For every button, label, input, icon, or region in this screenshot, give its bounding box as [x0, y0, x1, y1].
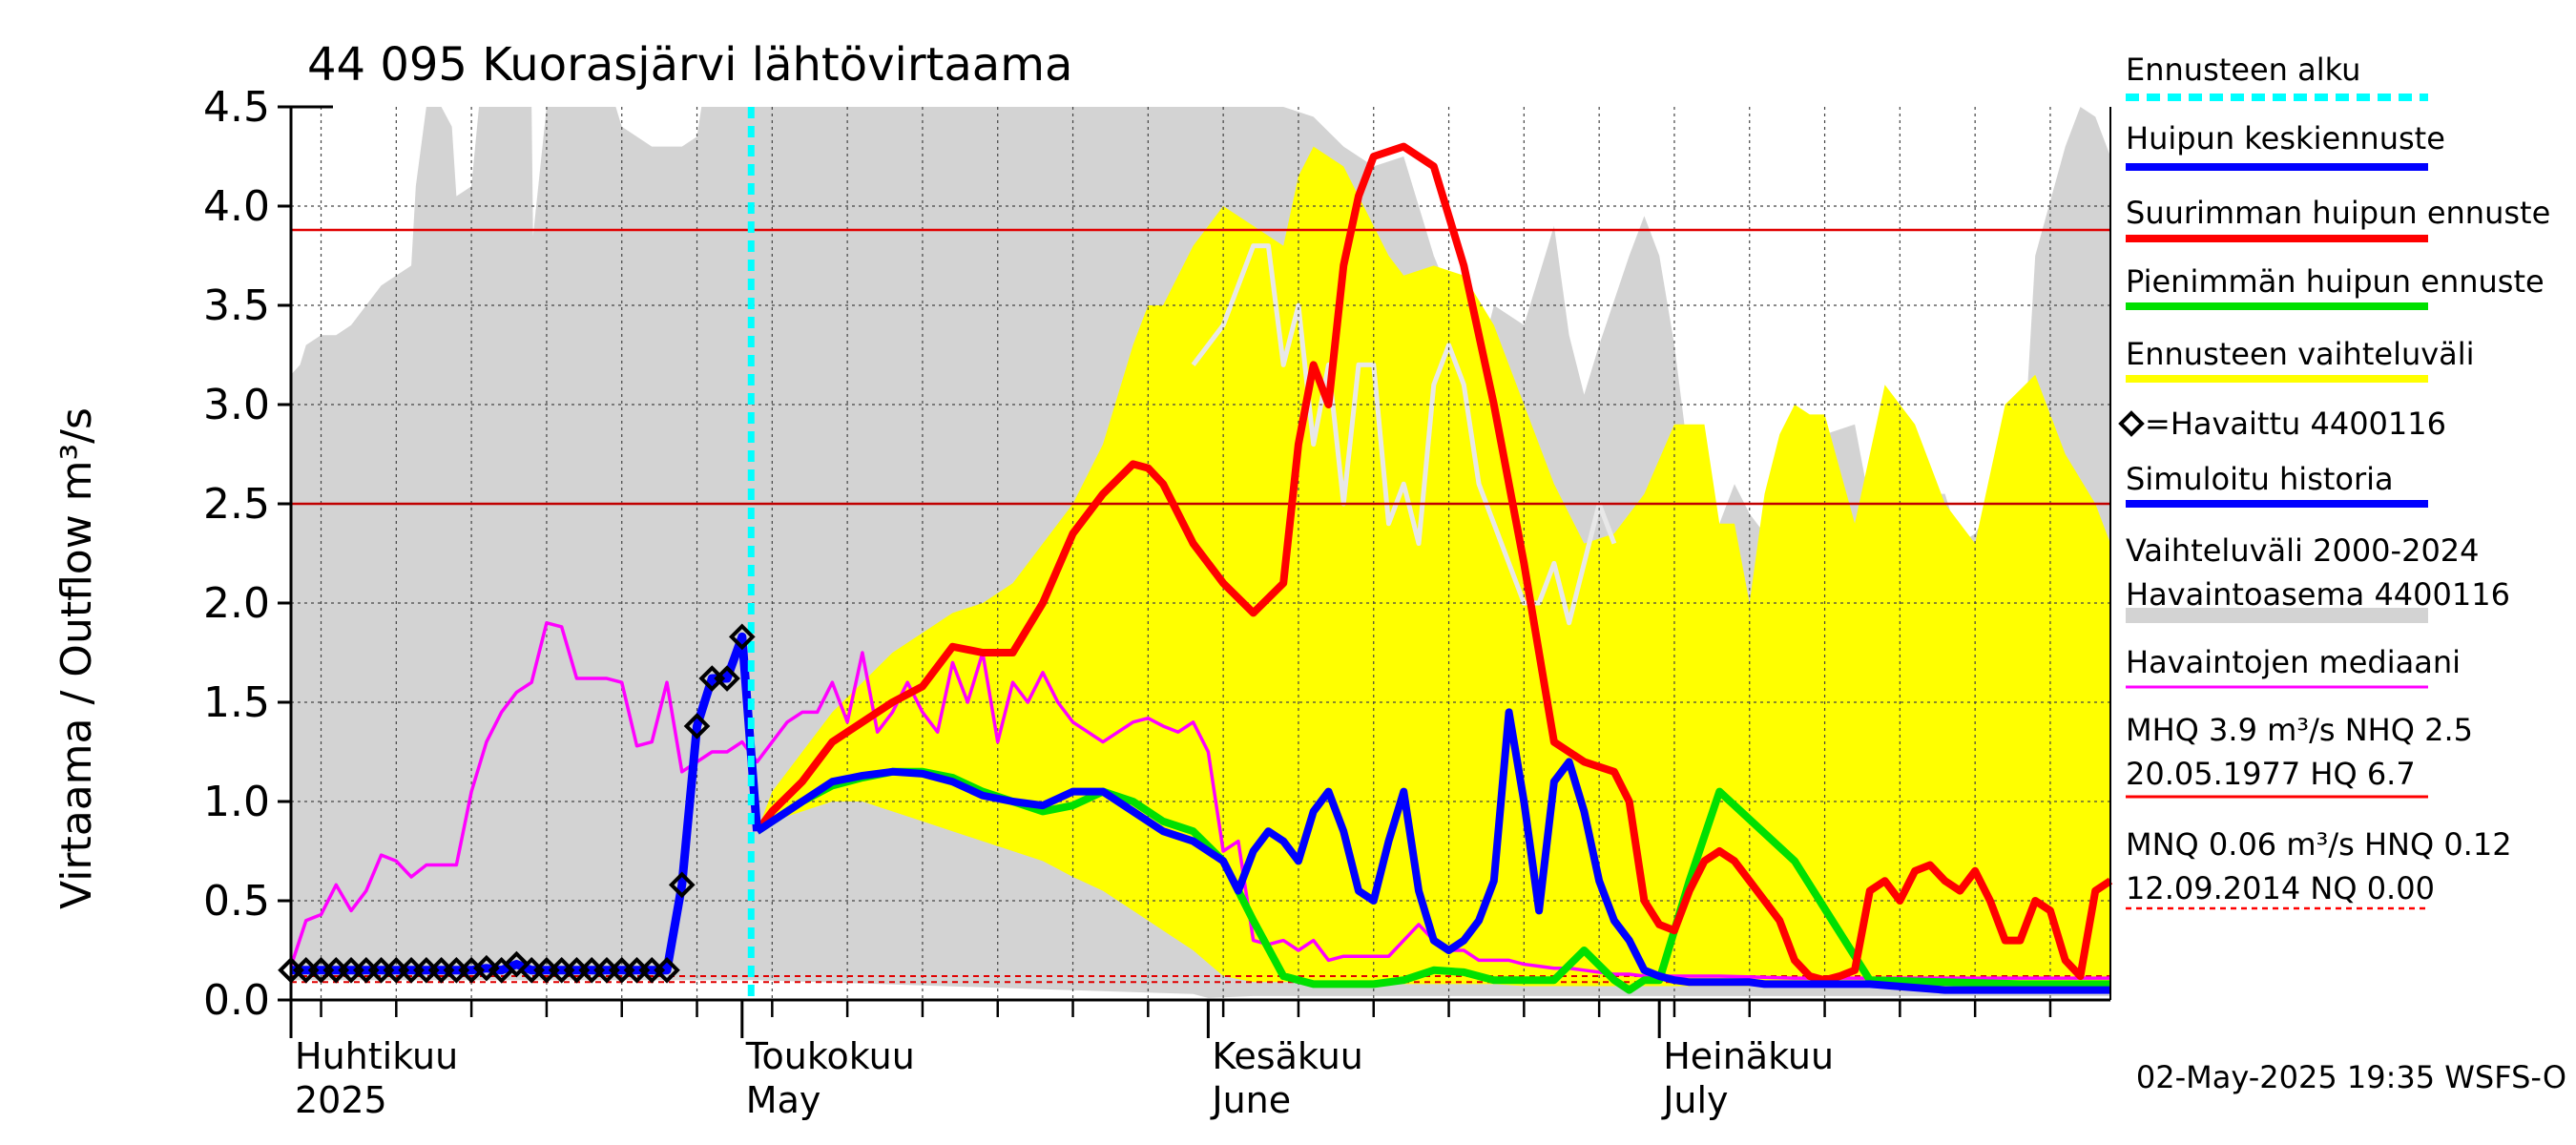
- legend-label: Ennusteen alku: [2126, 52, 2360, 88]
- chart-title: 44 095 Kuorasjärvi lähtövirtaama: [307, 38, 1072, 92]
- observed-point: [714, 665, 740, 692]
- legend-label: Suurimman huipun ennuste: [2126, 195, 2550, 231]
- legend-item: Huipun keskiennuste: [2126, 120, 2445, 171]
- footer-timestamp: 02-May-2025 19:35 WSFS-O: [2136, 1059, 2566, 1095]
- legend-label: Huipun keskiennuste: [2126, 120, 2445, 156]
- x-month-label-en: May: [746, 1079, 821, 1121]
- x-month-label-en: July: [1661, 1079, 1728, 1121]
- observed-point: [654, 956, 680, 984]
- legend-label-line2: 12.09.2014 NQ 0.00: [2126, 870, 2435, 906]
- grid: [291, 107, 2110, 1000]
- y-tick-label: 3.0: [203, 381, 270, 429]
- y-tick-label: 4.5: [203, 83, 270, 132]
- x-month-label-en: June: [1210, 1079, 1291, 1121]
- median-line: [289, 621, 2110, 980]
- forecast-range-band: [757, 146, 2110, 987]
- y-tick-label: 3.5: [203, 281, 270, 330]
- x-month-label-fi: Heinäkuu: [1663, 1035, 1834, 1077]
- legend-label: Ennusteen vaihteluväli: [2126, 336, 2475, 372]
- legend-label: Pienimmän huipun ennuste: [2126, 263, 2545, 300]
- history-faint-line: [1191, 243, 1617, 626]
- y-tick-label: 1.0: [203, 778, 270, 826]
- legend-item: Vaihteluväli 2000-2024 Havaintoasema 440…: [2126, 532, 2510, 623]
- y-tick-label: 0.5: [203, 877, 270, 926]
- legend: Ennusteen alku Huipun keskiennuste Suurimm…: [2118, 52, 2550, 910]
- max-peak-forecast-line: [754, 142, 2113, 985]
- y-axis-label: Virtaama / Outflow m³/s: [52, 407, 101, 909]
- legend-label: Vaihteluväli 2000-2024: [2126, 532, 2480, 569]
- legend-item: Suurimman huipun ennuste: [2126, 195, 2550, 242]
- observed-point: [728, 623, 756, 651]
- legend-label-line2: 20.05.1977 HQ 6.7: [2126, 756, 2416, 792]
- plot-area: [278, 107, 2113, 1001]
- legend-label: Havaintojen mediaani: [2126, 644, 2461, 680]
- y-tick-label: 1.5: [203, 678, 270, 727]
- legend-item: Pienimmän huipun ennuste: [2126, 263, 2545, 310]
- x-month-label-en: 2025: [295, 1079, 387, 1121]
- legend-label: Simuloitu historia: [2126, 461, 2394, 497]
- observed-point: [473, 954, 500, 982]
- y-tick-label: 4.0: [203, 182, 270, 231]
- legend-label: MNQ 0.06 m³/s HNQ 0.12: [2126, 826, 2512, 863]
- legend-item: MNQ 0.06 m³/s HNQ 0.12 12.09.2014 NQ 0.00: [2126, 826, 2512, 910]
- legend-item: MHQ 3.9 m³/s NHQ 2.5 20.05.1977 HQ 6.7: [2126, 712, 2473, 799]
- legend-item: Simuloitu historia: [2126, 461, 2428, 508]
- mean-peak-forecast-line: [755, 708, 2110, 994]
- axes: 0.0 0.5 1.0 1.5 2.0 2.5 3.0 3.5 4.0 4.5 Huhtikuu20…: [203, 83, 2111, 1121]
- x-month-label-fi: Huhtikuu: [295, 1035, 458, 1077]
- y-tick-label: 0.0: [203, 976, 270, 1025]
- y-tick-label: 2.5: [203, 480, 270, 529]
- legend-label-line2: Havaintoasema 4400116: [2126, 576, 2510, 613]
- legend-marker: [2118, 410, 2145, 437]
- x-month-label-fi: Kesäkuu: [1212, 1035, 1363, 1077]
- observed-point: [668, 871, 696, 899]
- observed-point: [503, 950, 530, 978]
- observed-point: [683, 713, 711, 739]
- legend-label: =Havaittu 4400116: [2145, 406, 2446, 442]
- legend-item: =Havaittu 4400116: [2118, 406, 2446, 442]
- y-tick-label: 2.0: [203, 579, 270, 628]
- legend-label: MHQ 3.9 m³/s NHQ 2.5: [2126, 712, 2473, 748]
- x-month-label-fi: Toukokuu: [745, 1035, 915, 1077]
- legend-item: Havaintojen mediaani: [2126, 644, 2461, 689]
- legend-item: Ennusteen vaihteluväli: [2126, 336, 2475, 383]
- legend-item: Ennusteen alku: [2126, 52, 2428, 101]
